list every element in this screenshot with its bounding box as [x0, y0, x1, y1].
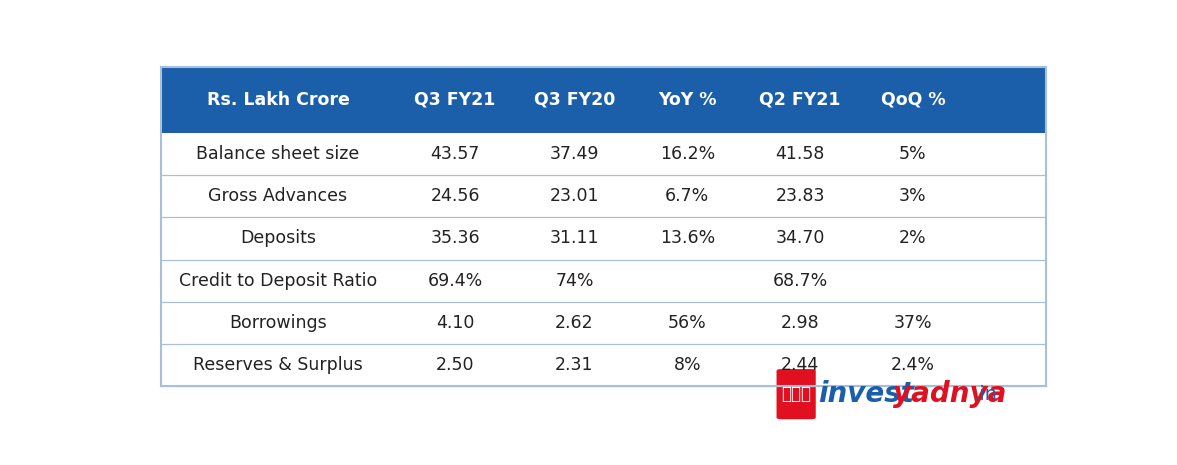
Text: 37.49: 37.49 — [550, 145, 599, 163]
Text: yadnya: yadnya — [893, 380, 1006, 408]
Text: 34.70: 34.70 — [776, 229, 825, 247]
Bar — [161, 259, 1045, 302]
Text: Q3 FY20: Q3 FY20 — [533, 91, 616, 109]
Text: 2.31: 2.31 — [556, 356, 593, 374]
Text: Q2 FY21: Q2 FY21 — [759, 91, 840, 109]
Text: 2.44: 2.44 — [782, 356, 819, 374]
Bar — [161, 302, 1045, 344]
Text: Credit to Deposit Ratio: Credit to Deposit Ratio — [179, 272, 377, 290]
Text: Reserves & Surplus: Reserves & Surplus — [193, 356, 363, 374]
Text: Rs. Lakh Crore: Rs. Lakh Crore — [207, 91, 350, 109]
Text: 2%: 2% — [899, 229, 926, 247]
Text: 41.58: 41.58 — [776, 145, 825, 163]
Text: .in: .in — [973, 385, 998, 404]
Text: ऱ्य: ऱ्य — [782, 385, 811, 403]
Text: 69.4%: 69.4% — [427, 272, 483, 290]
Bar — [161, 344, 1045, 386]
Text: 37%: 37% — [893, 314, 932, 332]
Text: 6.7%: 6.7% — [665, 187, 710, 205]
Text: 74%: 74% — [556, 272, 593, 290]
Text: YoY %: YoY % — [658, 91, 717, 109]
Bar — [161, 175, 1045, 217]
Text: 2.62: 2.62 — [556, 314, 593, 332]
Text: 2.98: 2.98 — [780, 314, 819, 332]
Text: Deposits: Deposits — [240, 229, 317, 247]
Text: 16.2%: 16.2% — [659, 145, 714, 163]
Text: 3%: 3% — [899, 187, 926, 205]
Text: Balance sheet size: Balance sheet size — [197, 145, 360, 163]
Text: 23.01: 23.01 — [550, 187, 599, 205]
Text: 5%: 5% — [899, 145, 926, 163]
Text: Gross Advances: Gross Advances — [208, 187, 347, 205]
Text: Borrowings: Borrowings — [230, 314, 327, 332]
Text: 13.6%: 13.6% — [659, 229, 714, 247]
FancyBboxPatch shape — [777, 369, 816, 419]
Text: QoQ %: QoQ % — [880, 91, 945, 109]
Bar — [161, 133, 1045, 175]
Text: 56%: 56% — [667, 314, 706, 332]
Text: 2.4%: 2.4% — [891, 356, 935, 374]
Text: invest: invest — [818, 380, 915, 408]
Text: 23.83: 23.83 — [776, 187, 825, 205]
Text: 24.56: 24.56 — [431, 187, 480, 205]
Text: Q3 FY21: Q3 FY21 — [414, 91, 496, 109]
Bar — [161, 66, 1045, 133]
Text: 35.36: 35.36 — [431, 229, 480, 247]
Text: 68.7%: 68.7% — [772, 272, 827, 290]
Bar — [161, 217, 1045, 259]
Text: 31.11: 31.11 — [550, 229, 599, 247]
Text: 43.57: 43.57 — [431, 145, 480, 163]
Text: 2.50: 2.50 — [435, 356, 474, 374]
Text: 8%: 8% — [673, 356, 701, 374]
Text: 4.10: 4.10 — [435, 314, 474, 332]
